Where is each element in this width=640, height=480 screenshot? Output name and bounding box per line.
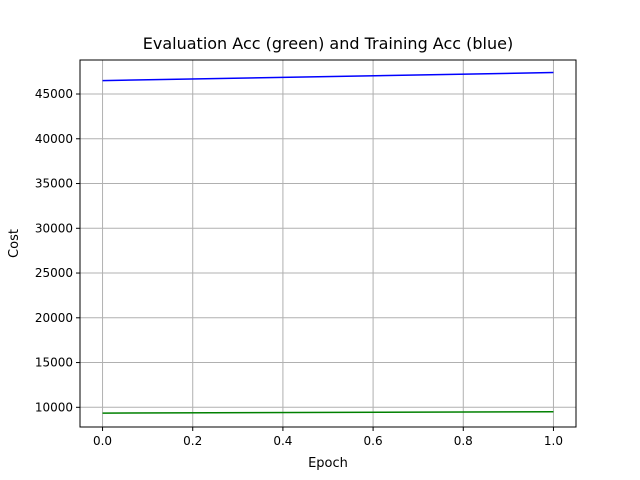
y-axis-label: Cost [7,229,22,258]
y-tick-label: 15000 [35,356,73,370]
plot-frame [79,59,577,428]
y-axis-ticks: 10000 15000 20000 25000 30000 35000 40000 45000 [35,87,80,414]
y-tick-label: 40000 [35,132,73,146]
x-tick-label: 0.4 [273,434,292,448]
x-tick-label: 0.6 [364,434,383,448]
y-tick-label: 35000 [35,177,73,191]
y-tick-label: 10000 [35,400,73,414]
x-tick-label: 0.0 [93,434,112,448]
x-tick-label: 0.8 [454,434,473,448]
y-tick-label: 45000 [35,87,73,101]
x-tick-label: 0.2 [183,434,202,448]
series-layer [102,71,554,414]
x-axis-ticks: 0.0 0.2 0.4 0.6 0.8 1.0 [93,427,563,448]
y-tick-label: 20000 [35,311,73,325]
y-tick-label: 25000 [35,266,73,280]
chart-title: Evaluation Acc (green) and Training Acc … [143,34,513,53]
y-tick-label: 30000 [35,221,73,235]
x-tick-label: 1.0 [544,434,563,448]
x-axis-label: Epoch [308,456,348,471]
series-line-2 [102,411,554,414]
series-line-1 [102,71,554,82]
grid [80,60,576,427]
